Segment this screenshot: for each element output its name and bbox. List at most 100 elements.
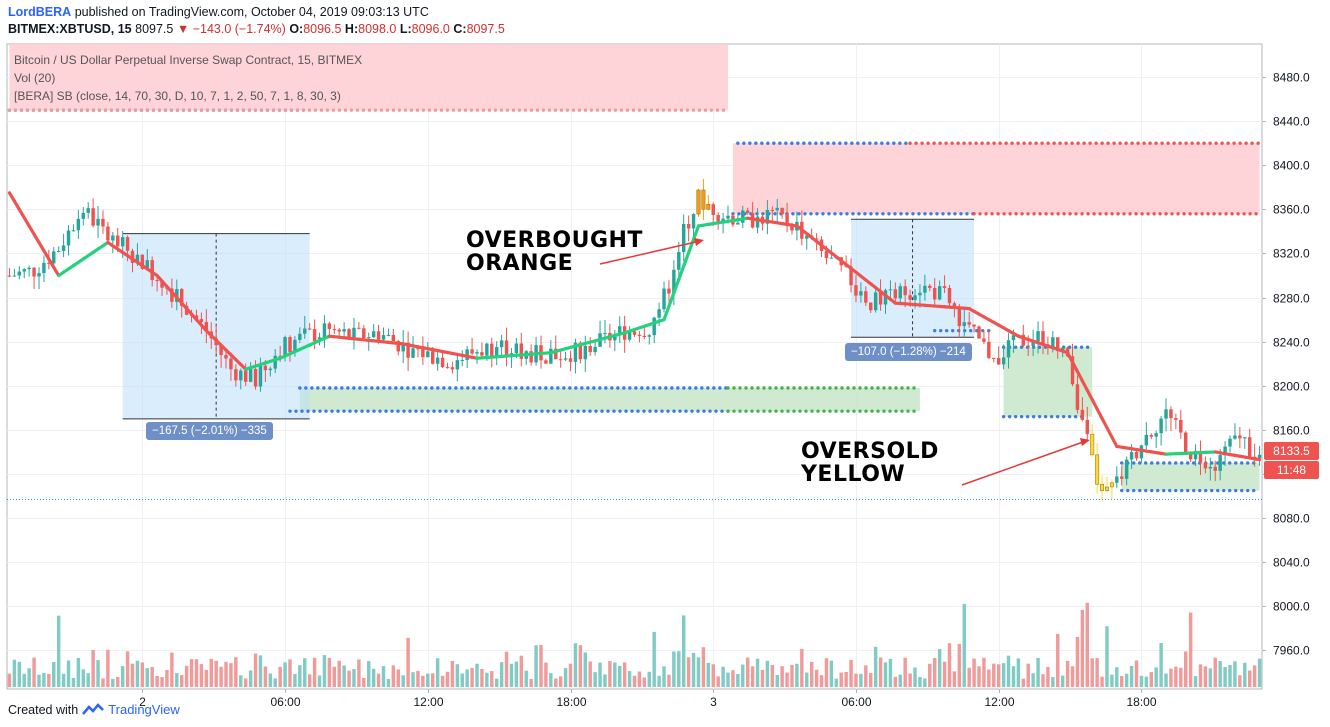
candle-body[interactable]	[780, 207, 784, 215]
candle-body[interactable]	[1051, 337, 1055, 348]
candle-body[interactable]	[583, 346, 588, 360]
candle-body[interactable]	[465, 349, 469, 360]
candle-body[interactable]	[1001, 357, 1006, 365]
candle-body[interactable]	[401, 342, 405, 352]
candle-body[interactable]	[721, 218, 725, 222]
candle-body[interactable]	[1056, 337, 1060, 352]
candle-body[interactable]	[1159, 418, 1163, 434]
candle-body[interactable]	[12, 275, 17, 277]
candle-body[interactable]	[913, 295, 917, 300]
candle-body[interactable]	[362, 328, 366, 338]
candle-body[interactable]	[549, 348, 553, 364]
candle-body[interactable]	[386, 334, 391, 336]
candle-body[interactable]	[1257, 454, 1262, 459]
candle-body[interactable]	[332, 328, 337, 330]
candle-body[interactable]	[519, 343, 524, 359]
candle-body[interactable]	[992, 357, 996, 359]
candle-body[interactable]	[27, 267, 31, 270]
candle-body[interactable]	[155, 280, 159, 282]
candle-body[interactable]	[367, 337, 371, 339]
candle-body[interactable]	[199, 319, 204, 322]
candle-body[interactable]	[716, 215, 720, 222]
candle-body[interactable]	[726, 215, 730, 219]
candle-body[interactable]	[357, 327, 361, 329]
candle-body[interactable]	[445, 367, 450, 369]
author-link[interactable]: LordBERA	[8, 5, 72, 19]
candle-body[interactable]	[1203, 462, 1208, 469]
candle-body[interactable]	[923, 285, 927, 293]
candle-body[interactable]	[554, 348, 558, 360]
candle-body[interactable]	[106, 226, 110, 241]
candle-body[interactable]	[706, 204, 711, 210]
candle-body[interactable]	[248, 368, 253, 382]
candle-body[interactable]	[450, 367, 455, 370]
candle-body[interactable]	[125, 237, 130, 251]
candle-body[interactable]	[160, 280, 164, 288]
candle-body[interactable]	[652, 317, 656, 336]
candle-body[interactable]	[101, 218, 105, 227]
candle-body[interactable]	[1031, 341, 1035, 347]
candle-body[interactable]	[765, 210, 770, 224]
candle-body[interactable]	[455, 360, 460, 370]
candle-body[interactable]	[770, 210, 775, 212]
candle-body[interactable]	[435, 357, 440, 364]
candle-body[interactable]	[558, 359, 563, 361]
candle-body[interactable]	[869, 302, 873, 311]
candle-body[interactable]	[741, 210, 745, 223]
candle-body[interactable]	[854, 285, 858, 296]
candle-body[interactable]	[283, 337, 287, 356]
candle-body[interactable]	[785, 214, 789, 225]
candle-body[interactable]	[972, 324, 976, 327]
candle-body[interactable]	[273, 355, 277, 369]
candle-body[interactable]	[391, 334, 396, 342]
candle-body[interactable]	[406, 342, 410, 358]
candle-body[interactable]	[893, 289, 898, 299]
candle-body[interactable]	[179, 289, 184, 306]
candle-body[interactable]	[66, 230, 71, 246]
candle-body[interactable]	[150, 260, 154, 281]
candle-body[interactable]	[593, 346, 597, 353]
volume-legend[interactable]: Vol (20)	[14, 71, 56, 85]
candle-body[interactable]	[711, 204, 715, 216]
candle-body[interactable]	[52, 251, 56, 264]
candle-body[interactable]	[745, 210, 750, 213]
candle-body[interactable]	[1154, 433, 1158, 437]
candle-body[interactable]	[278, 355, 282, 357]
candle-body[interactable]	[1011, 335, 1016, 341]
candle-body[interactable]	[814, 238, 819, 240]
candle-body[interactable]	[194, 315, 199, 320]
candle-body[interactable]	[1193, 450, 1198, 460]
candle-body[interactable]	[239, 370, 243, 381]
candle-body[interactable]	[61, 245, 66, 251]
candle-body[interactable]	[775, 207, 779, 211]
candle-body[interactable]	[957, 307, 962, 327]
candle-body[interactable]	[947, 287, 952, 304]
candle-body[interactable]	[376, 331, 381, 340]
candle-body[interactable]	[859, 291, 863, 296]
candle-body[interactable]	[942, 286, 947, 288]
candle-body[interactable]	[1109, 482, 1114, 488]
candle-body[interactable]	[170, 288, 174, 302]
candle-body[interactable]	[86, 208, 90, 213]
candle-body[interactable]	[1188, 452, 1193, 460]
candle-body[interactable]	[1247, 437, 1252, 457]
candle-body[interactable]	[544, 360, 548, 364]
candle-body[interactable]	[962, 322, 966, 327]
candle-body[interactable]	[430, 351, 435, 364]
candle-body[interactable]	[701, 189, 706, 210]
candle-body[interactable]	[499, 340, 504, 348]
candle-body[interactable]	[1085, 419, 1090, 435]
candle-body[interactable]	[1090, 433, 1095, 456]
candle-body[interactable]	[898, 286, 902, 299]
candle-body[interactable]	[681, 224, 686, 252]
candle-body[interactable]	[111, 235, 115, 241]
candle-body[interactable]	[829, 257, 834, 259]
candle-body[interactable]	[977, 326, 981, 339]
candle-body[interactable]	[322, 323, 327, 338]
candle-body[interactable]	[637, 334, 642, 336]
candle-body[interactable]	[47, 262, 51, 264]
candle-body[interactable]	[1129, 452, 1134, 460]
candle-body[interactable]	[253, 368, 258, 387]
candle-body[interactable]	[1233, 435, 1237, 439]
